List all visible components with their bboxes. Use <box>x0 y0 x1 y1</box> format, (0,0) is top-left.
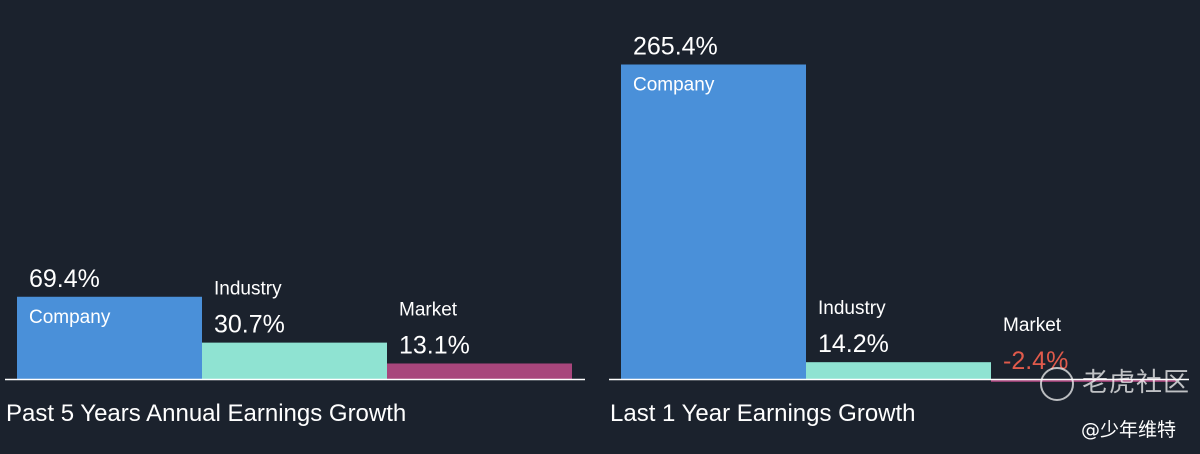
value-label-company: 69.4% <box>29 265 100 293</box>
bar-company <box>621 64 806 379</box>
bar-industry <box>806 362 991 379</box>
tiger-logo-icon <box>1039 366 1074 401</box>
category-label-market: Market <box>1003 315 1062 336</box>
category-label-company: Company <box>633 75 715 96</box>
bar-market <box>991 379 1176 382</box>
watermark: 老虎社区 <box>1039 362 1190 401</box>
bar-industry <box>202 342 387 379</box>
chart-title-past-5-years: Past 5 Years Annual Earnings Growth <box>6 400 407 427</box>
category-label-industry: Industry <box>214 279 282 300</box>
category-label-industry: Industry <box>818 298 886 319</box>
watermark-text: 老虎社区 <box>1081 368 1190 398</box>
value-label-market: 13.1% <box>399 331 470 359</box>
bar-company <box>17 296 202 379</box>
value-label-industry: 30.7% <box>214 311 285 339</box>
watermark-handle: @少年维特 <box>1080 419 1176 441</box>
chart-title-last-1-year: Last 1 Year Earnings Growth <box>610 400 916 427</box>
chart-last-1-year: 265.4% Company Industry 14.2% Market -2.4% La… <box>604 0 1200 454</box>
value-label-industry: 14.2% <box>818 330 889 358</box>
category-label-company: Company <box>29 307 111 328</box>
value-label-company: 265.4% <box>633 33 718 61</box>
category-label-market: Market <box>399 299 458 320</box>
bar-market <box>387 363 572 379</box>
chart-past-5-years-plot: 69.4% Company Industry 30.7% Market 13.1% <box>5 265 585 381</box>
chart-past-5-years: 69.4% Company Industry 30.7% Market 13.1% Pas… <box>5 265 585 427</box>
